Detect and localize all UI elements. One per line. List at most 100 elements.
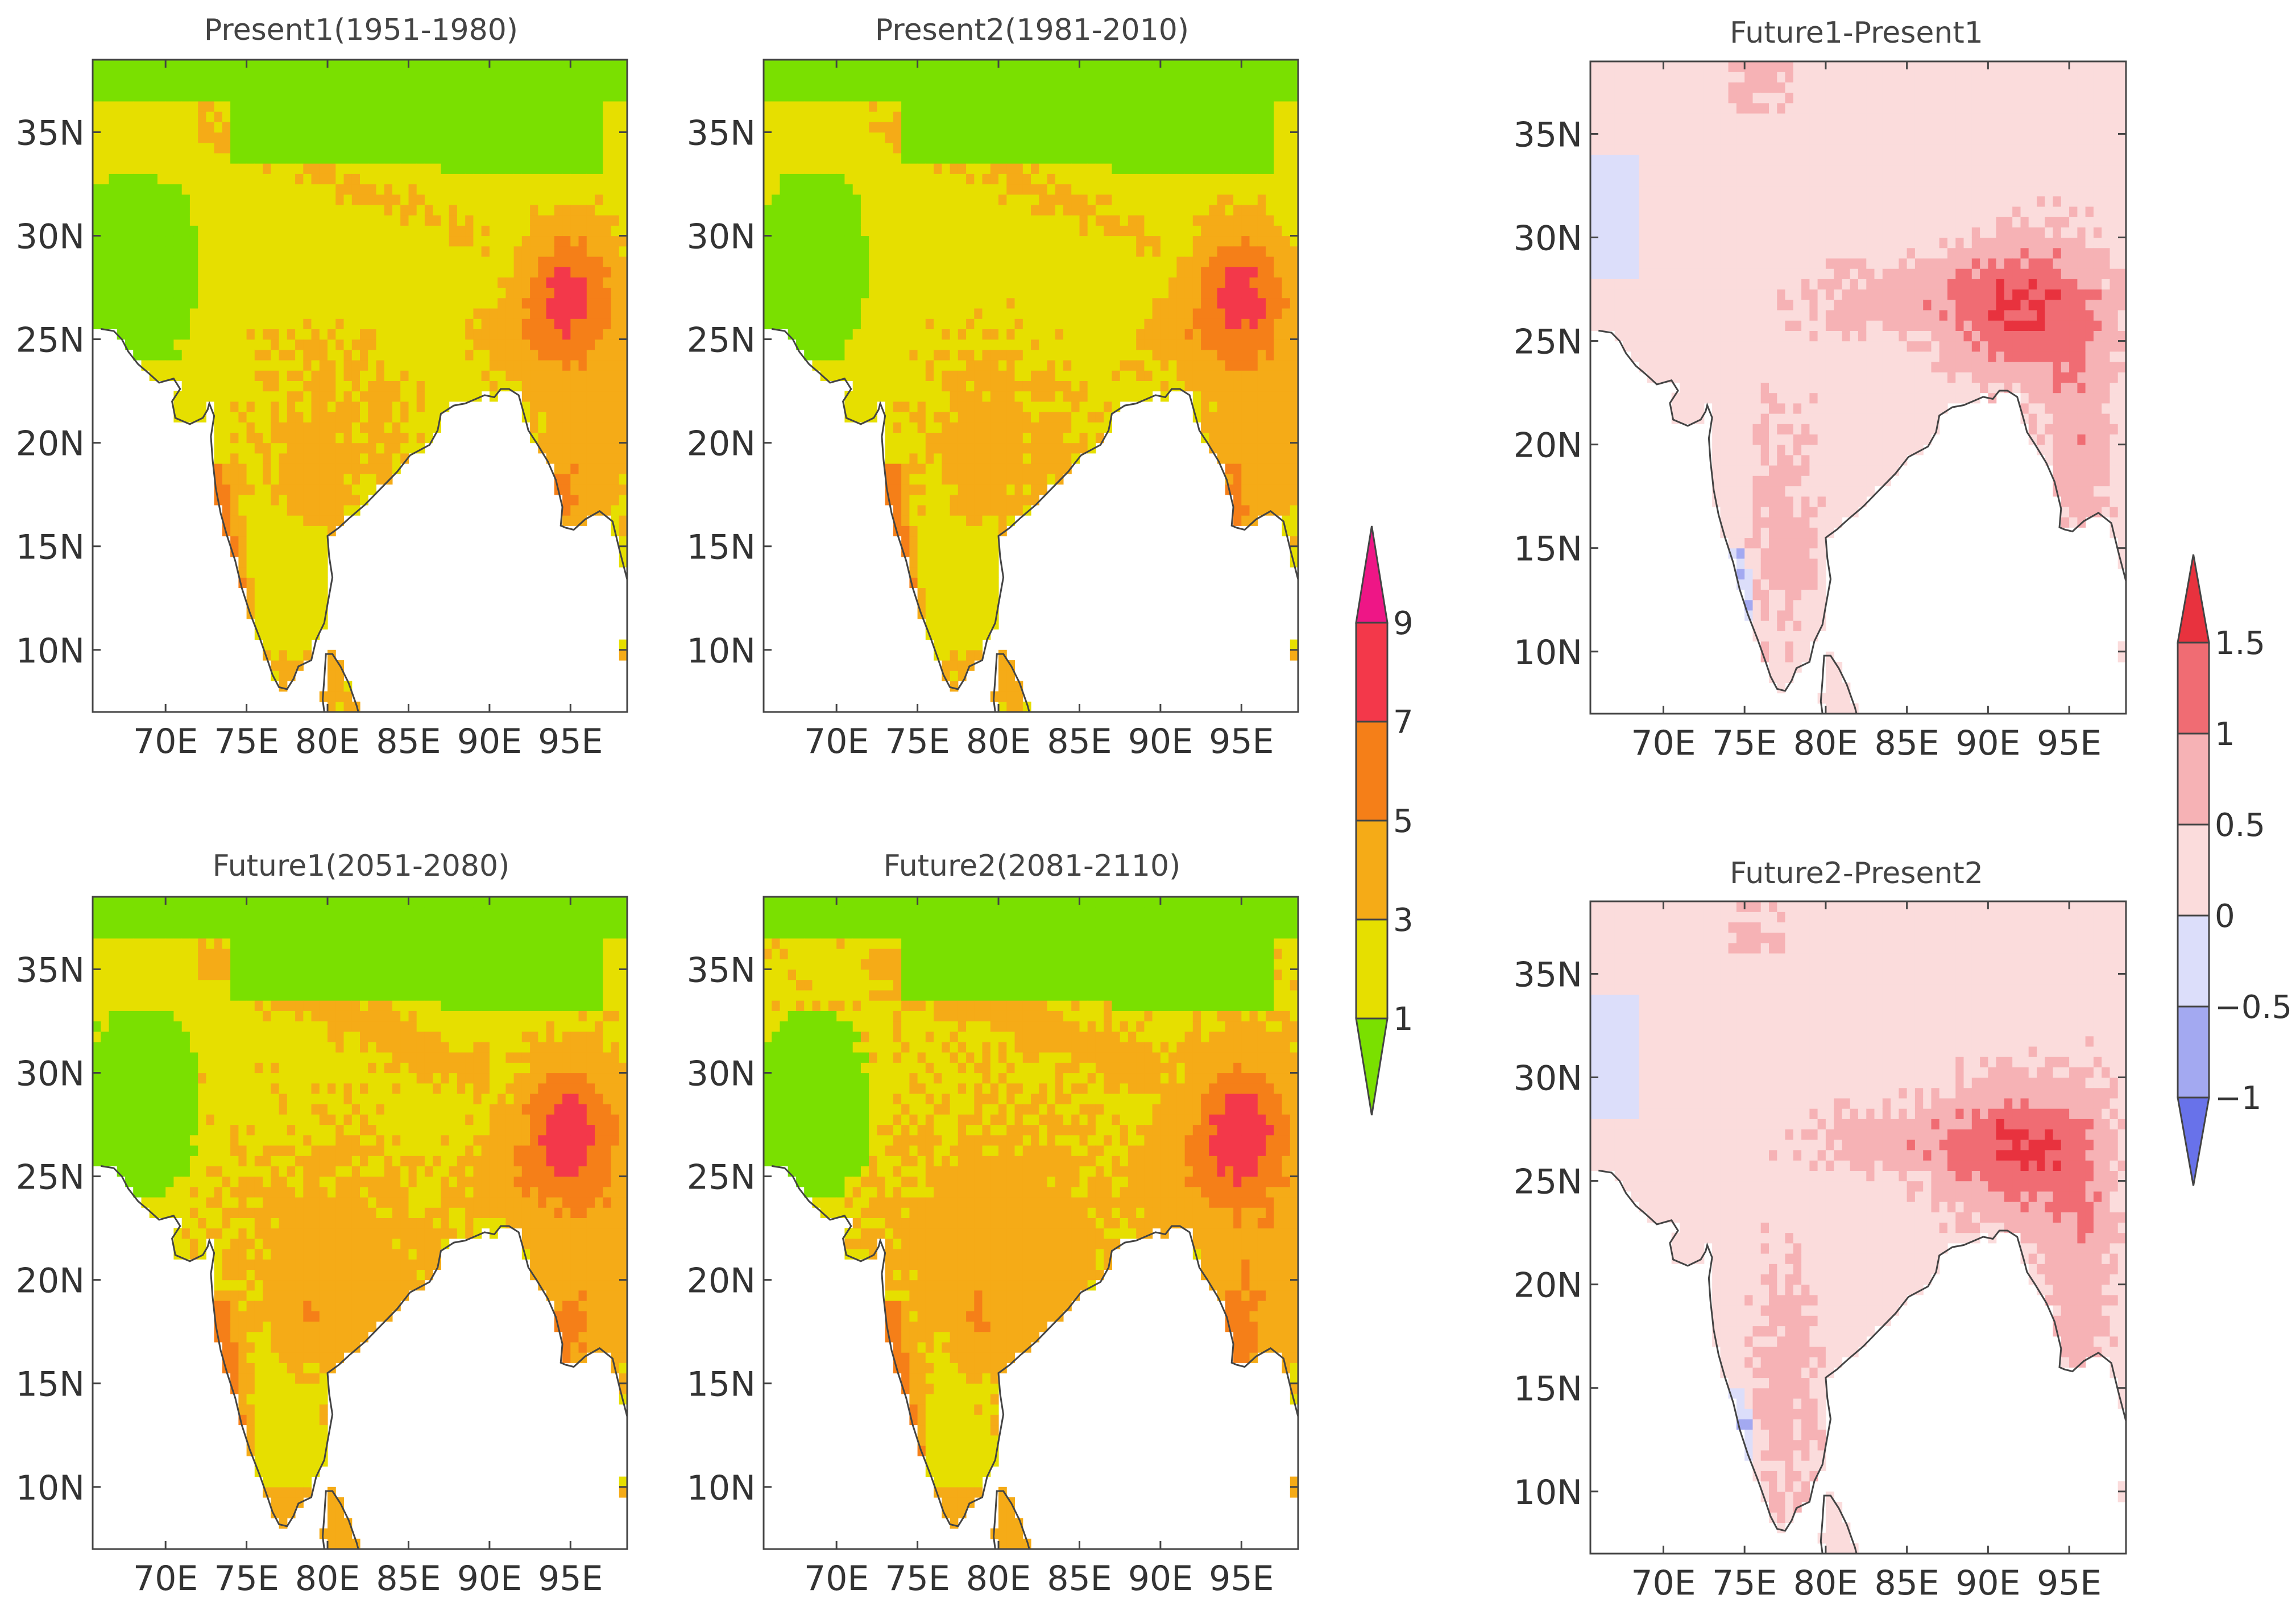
grid-cell xyxy=(538,142,547,154)
grid-cell xyxy=(958,235,967,247)
grid-cell xyxy=(982,163,991,174)
grid-cell xyxy=(376,163,385,174)
grid-cell xyxy=(473,297,482,309)
grid-cell xyxy=(869,142,877,154)
grid-cell xyxy=(1136,277,1145,288)
grid-cell xyxy=(885,256,894,267)
grid-cell xyxy=(441,204,450,216)
grid-cell xyxy=(246,536,255,547)
grid-cell xyxy=(869,152,877,164)
grid-cell xyxy=(287,504,296,516)
grid-cell xyxy=(254,463,263,474)
grid-cell xyxy=(198,246,206,257)
grid-cell xyxy=(942,670,951,681)
grid-cell xyxy=(893,349,902,361)
grid-cell xyxy=(254,215,263,226)
grid-cell xyxy=(360,453,368,464)
grid-cell xyxy=(189,184,198,195)
grid-cell xyxy=(263,567,271,578)
grid-cell xyxy=(254,184,263,195)
grid-cell xyxy=(157,101,166,112)
grid-cell xyxy=(1144,101,1153,112)
grid-cell xyxy=(335,360,345,371)
grid-cell xyxy=(263,442,271,454)
grid-cell xyxy=(925,370,934,381)
grid-cell xyxy=(1192,122,1201,132)
grid-cell xyxy=(271,60,280,71)
grid-cell xyxy=(611,442,620,454)
grid-cell xyxy=(1022,287,1031,299)
grid-cell xyxy=(1006,412,1016,423)
grid-cell xyxy=(1184,132,1193,143)
grid-cell xyxy=(1071,204,1080,216)
grid-cell xyxy=(319,297,328,309)
grid-cell xyxy=(343,122,353,132)
grid-cell xyxy=(376,204,385,216)
grid-cell xyxy=(917,111,926,122)
grid-cell xyxy=(958,401,967,412)
grid-cell xyxy=(554,308,563,319)
grid-cell xyxy=(319,380,328,392)
grid-cell xyxy=(990,453,999,464)
grid-cell xyxy=(149,360,158,371)
grid-cell xyxy=(1087,287,1096,299)
grid-cell xyxy=(869,173,877,185)
grid-cell xyxy=(449,235,458,247)
grid-cell xyxy=(521,194,531,205)
grid-cell xyxy=(319,204,328,216)
grid-cell xyxy=(586,474,595,485)
grid-cell xyxy=(1184,360,1193,371)
grid-cell xyxy=(416,122,425,132)
grid-cell xyxy=(990,494,999,506)
grid-cell xyxy=(481,80,490,92)
grid-cell xyxy=(562,235,571,247)
grid-cell xyxy=(206,80,215,92)
grid-cell xyxy=(1047,287,1056,299)
grid-cell xyxy=(246,194,255,205)
grid-cell xyxy=(909,515,918,526)
grid-cell xyxy=(820,132,829,143)
grid-cell xyxy=(982,556,991,568)
grid-cell xyxy=(1014,60,1023,71)
grid-cell xyxy=(1184,204,1193,216)
grid-cell xyxy=(416,360,425,371)
grid-cell xyxy=(133,194,142,205)
grid-cell xyxy=(1039,267,1047,278)
grid-cell xyxy=(360,339,368,350)
grid-cell xyxy=(441,297,450,309)
grid-cell xyxy=(603,194,612,205)
grid-cell xyxy=(149,318,158,329)
grid-cell xyxy=(384,463,393,474)
grid-cell xyxy=(554,256,563,267)
grid-cell xyxy=(619,318,628,329)
grid-cell xyxy=(335,173,345,185)
grid-cell xyxy=(1031,463,1039,474)
grid-cell xyxy=(877,132,886,143)
grid-cell xyxy=(1087,391,1096,402)
grid-cell xyxy=(263,360,271,371)
grid-cell xyxy=(885,142,894,154)
grid-cell xyxy=(595,225,603,237)
grid-cell xyxy=(1071,225,1080,237)
grid-cell xyxy=(852,70,861,81)
grid-cell xyxy=(117,111,126,122)
grid-cell xyxy=(917,474,926,485)
grid-cell xyxy=(1201,256,1209,267)
grid-cell xyxy=(942,235,951,247)
grid-cell xyxy=(1087,101,1096,112)
grid-cell xyxy=(1201,215,1209,226)
grid-cell xyxy=(1095,194,1104,205)
grid-cell xyxy=(990,587,999,599)
grid-cell xyxy=(1201,204,1209,216)
grid-cell xyxy=(860,70,869,81)
grid-cell xyxy=(611,235,620,247)
grid-cell xyxy=(1192,215,1201,226)
grid-cell xyxy=(772,60,780,71)
grid-cell xyxy=(1031,225,1039,237)
grid-cell xyxy=(788,225,797,237)
grid-cell xyxy=(917,194,926,205)
grid-cell xyxy=(901,173,910,185)
grid-cell xyxy=(109,204,118,216)
grid-cell xyxy=(1120,318,1129,329)
grid-cell xyxy=(1079,339,1088,350)
